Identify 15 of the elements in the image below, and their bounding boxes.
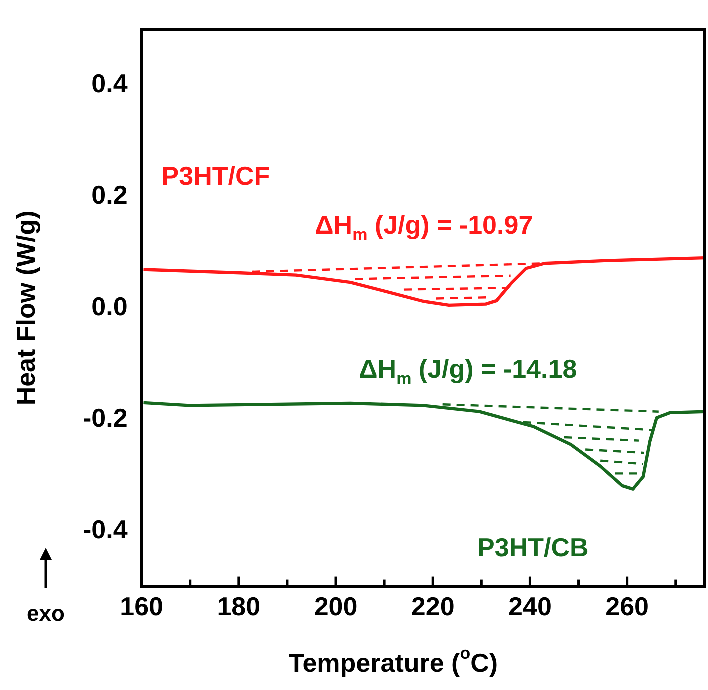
x-tick-label: 240 <box>508 592 552 622</box>
x-tick-label: 220 <box>411 592 455 622</box>
x-tick-label: 180 <box>217 592 261 622</box>
x-tick-label: 160 <box>120 592 164 622</box>
text: P3HT/CB <box>478 532 589 562</box>
x-tick-label: 260 <box>606 592 650 622</box>
y-axis-title: Heat Flow (W/g) <box>11 210 42 406</box>
text: P3HT/CF <box>162 160 270 191</box>
y-tick-label: 0.2 <box>92 180 128 210</box>
y-tick-label: -0.2 <box>82 402 128 433</box>
y-tick-label: -0.4 <box>82 514 128 544</box>
y-tick-label: 0.0 <box>92 291 128 322</box>
y-tick-label: 0.4 <box>92 68 128 98</box>
x-tick-label: 200 <box>314 592 358 622</box>
text: exo <box>27 600 65 626</box>
